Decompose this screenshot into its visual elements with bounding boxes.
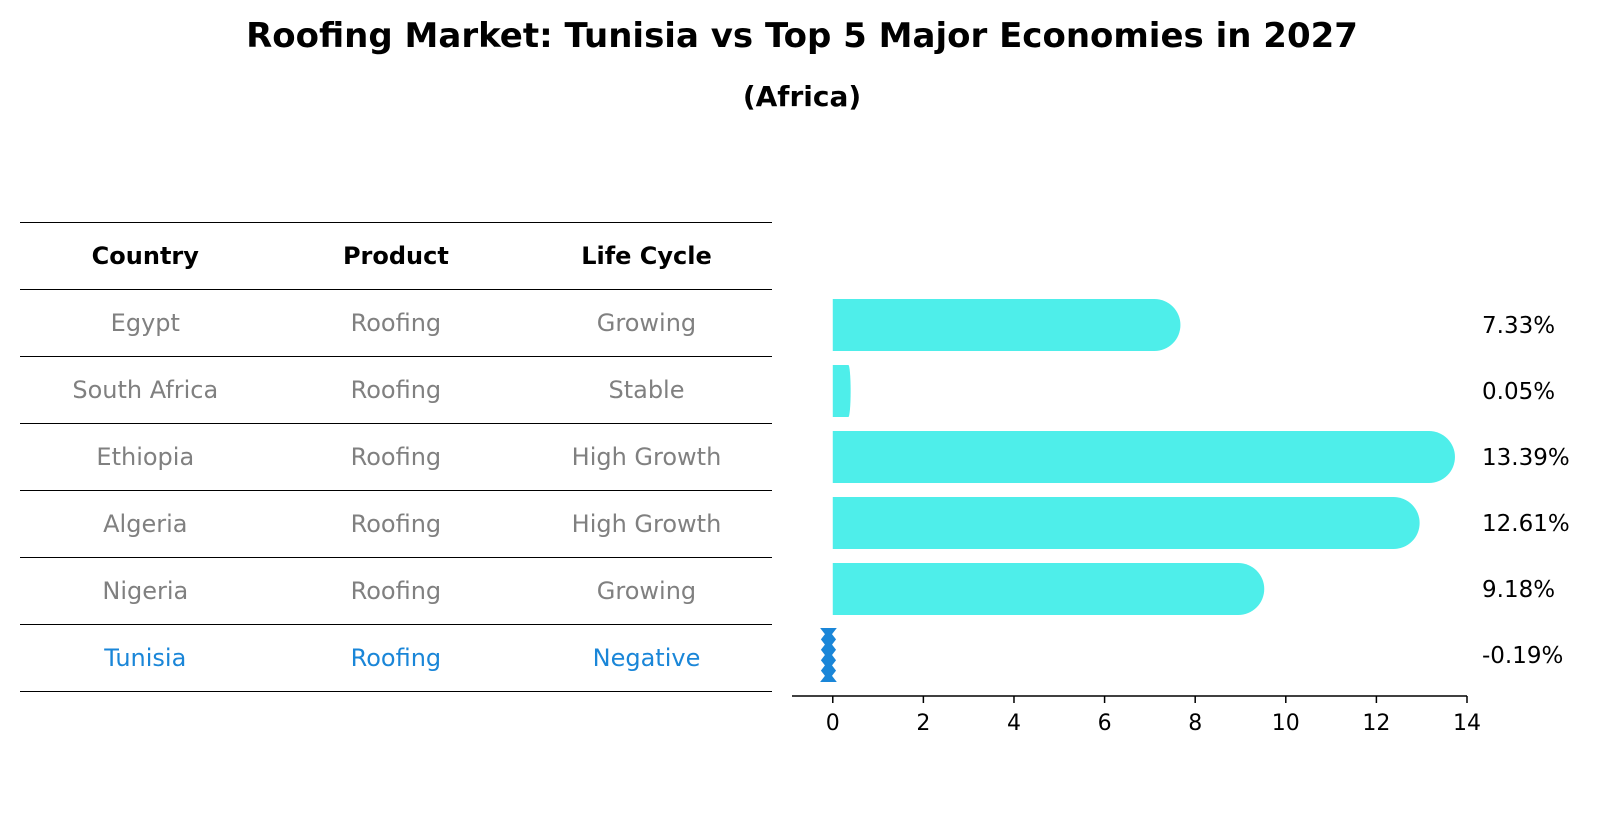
cell-country: Nigeria — [102, 577, 189, 605]
x-tick-label: 8 — [1188, 711, 1202, 736]
cell-product: Roofing — [350, 309, 442, 337]
cell-life-cycle: Stable — [608, 376, 685, 404]
value-label: 0.05% — [1482, 379, 1555, 405]
x-tick-label: 0 — [826, 711, 840, 736]
table-header-row: Country Product Life Cycle — [20, 223, 772, 290]
value-label: -0.19% — [1482, 643, 1563, 669]
cell-life-cycle: High Growth — [571, 510, 722, 538]
header-life-cycle: Life Cycle — [581, 242, 712, 270]
cell-life-cycle: Growing — [596, 309, 697, 337]
cell-product: Roofing — [350, 644, 442, 672]
table-row: Algeria Roofing High Growth — [20, 491, 772, 558]
bar-ethiopia — [832, 431, 1455, 483]
table-row: Nigeria Roofing Growing — [20, 558, 772, 625]
value-label: 12.61% — [1482, 511, 1570, 537]
market-table: Country Product Life Cycle Egypt Roofing… — [20, 222, 772, 692]
cell-country: Algeria — [103, 510, 188, 538]
bar-egypt — [832, 299, 1181, 351]
table-row: Ethiopia Roofing High Growth — [20, 424, 772, 491]
x-tick-label: 4 — [1007, 711, 1021, 736]
chart-subtitle: (Africa) — [742, 80, 862, 113]
bars-group — [820, 299, 1455, 682]
value-label: 13.39% — [1482, 445, 1570, 471]
chart-title: Roofing Market: Tunisia vs Top 5 Major E… — [246, 16, 1358, 56]
x-tick-label: 2 — [916, 711, 930, 736]
value-label: 7.33% — [1482, 313, 1555, 339]
x-axis: 0 2 4 6 8 10 12 14 — [792, 695, 1481, 736]
x-tick-label: 6 — [1098, 711, 1112, 736]
value-labels-group: 7.33% 0.05% 13.39% 12.61% 9.18% -0.19% — [1482, 313, 1570, 669]
cell-life-cycle: Growing — [596, 577, 697, 605]
cell-country: Ethiopia — [96, 443, 195, 471]
table-row-highlighted: Tunisia Roofing Negative — [20, 625, 772, 692]
header-country: Country — [91, 242, 199, 270]
bar-south-africa — [832, 365, 851, 417]
cell-life-cycle: High Growth — [571, 443, 722, 471]
value-label: 9.18% — [1482, 577, 1555, 603]
cell-life-cycle: Negative — [592, 644, 701, 672]
cell-product: Roofing — [350, 510, 442, 538]
bar-tunisia — [820, 628, 837, 682]
cell-country: South Africa — [72, 376, 219, 404]
cell-country: Egypt — [110, 309, 180, 337]
x-tick-label: 14 — [1453, 711, 1481, 736]
bar-nigeria — [832, 563, 1265, 615]
cell-product: Roofing — [350, 577, 442, 605]
header-product: Product — [342, 242, 449, 270]
table-row: South Africa Roofing Stable — [20, 357, 772, 424]
cell-product: Roofing — [350, 376, 442, 404]
x-tick-label: 10 — [1272, 711, 1300, 736]
x-tick-label: 12 — [1362, 711, 1390, 736]
cell-product: Roofing — [350, 443, 442, 471]
table-row: Egypt Roofing Growing — [20, 290, 772, 357]
cell-country: Tunisia — [104, 644, 187, 672]
bar-algeria — [832, 497, 1420, 549]
